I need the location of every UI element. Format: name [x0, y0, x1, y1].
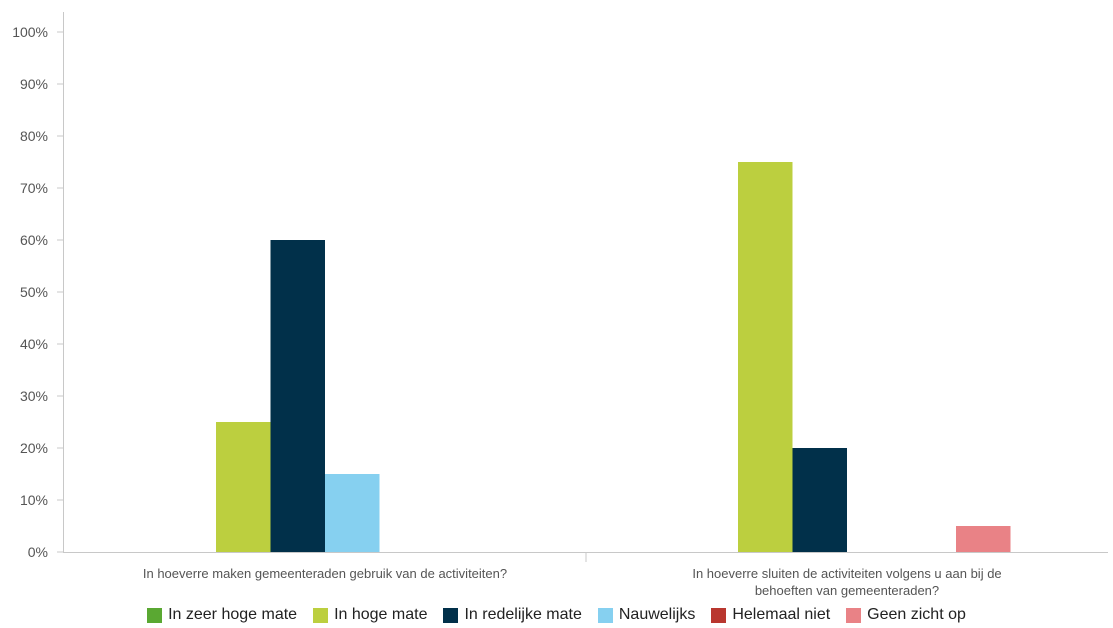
- bar: [270, 240, 325, 552]
- y-tick-label: 10%: [20, 492, 48, 508]
- legend-label: Geen zicht op: [867, 606, 966, 623]
- legend-item[interactable]: In redelijke mate: [443, 606, 582, 624]
- legend-item[interactable]: In hoge mate: [313, 606, 427, 624]
- chart-legend: In zeer hoge mate In hoge mate In redelijk…: [0, 604, 1113, 626]
- y-tick-label: 70%: [20, 180, 48, 196]
- x-category-label: In hoeverre sluiten de activiteiten volg…: [692, 566, 1001, 581]
- y-tick-label: 0%: [28, 544, 48, 560]
- legend-swatch: [711, 607, 727, 623]
- legend-label: In zeer hoge mate: [168, 606, 298, 623]
- bar: [738, 162, 793, 552]
- legend-label: Nauwelijks: [618, 606, 696, 623]
- y-tick-label: 90%: [20, 76, 48, 92]
- legend-swatch: [313, 607, 329, 623]
- legend-swatch: [846, 607, 862, 623]
- x-category-label: In hoeverre maken gemeenteraden gebruik …: [143, 566, 507, 581]
- legend-item[interactable]: Nauwelijks: [597, 606, 696, 624]
- legend-label: Helemaal niet: [732, 606, 831, 623]
- bar: [956, 526, 1011, 552]
- legend-label: In hoge mate: [334, 606, 428, 623]
- x-category-label: behoeften van gemeenteraden?: [755, 583, 939, 598]
- y-tick-label: 80%: [20, 128, 48, 144]
- legend-swatch: [147, 607, 163, 623]
- legend-swatch: [597, 607, 613, 623]
- y-tick-label: 20%: [20, 440, 48, 456]
- legend-item[interactable]: In zeer hoge mate: [147, 606, 297, 624]
- y-tick-label: 40%: [20, 336, 48, 352]
- legend-item[interactable]: Geen zicht op: [846, 606, 966, 624]
- y-tick-label: 60%: [20, 232, 48, 248]
- y-tick-label: 100%: [12, 24, 48, 40]
- legend-item[interactable]: Helemaal niet: [711, 606, 830, 624]
- bar: [792, 448, 847, 552]
- legend-swatch: [443, 607, 459, 623]
- bar: [325, 474, 380, 552]
- bar: [216, 422, 271, 552]
- legend-label: In redelijke mate: [464, 606, 582, 623]
- y-tick-label: 30%: [20, 388, 48, 404]
- y-tick-label: 50%: [20, 284, 48, 300]
